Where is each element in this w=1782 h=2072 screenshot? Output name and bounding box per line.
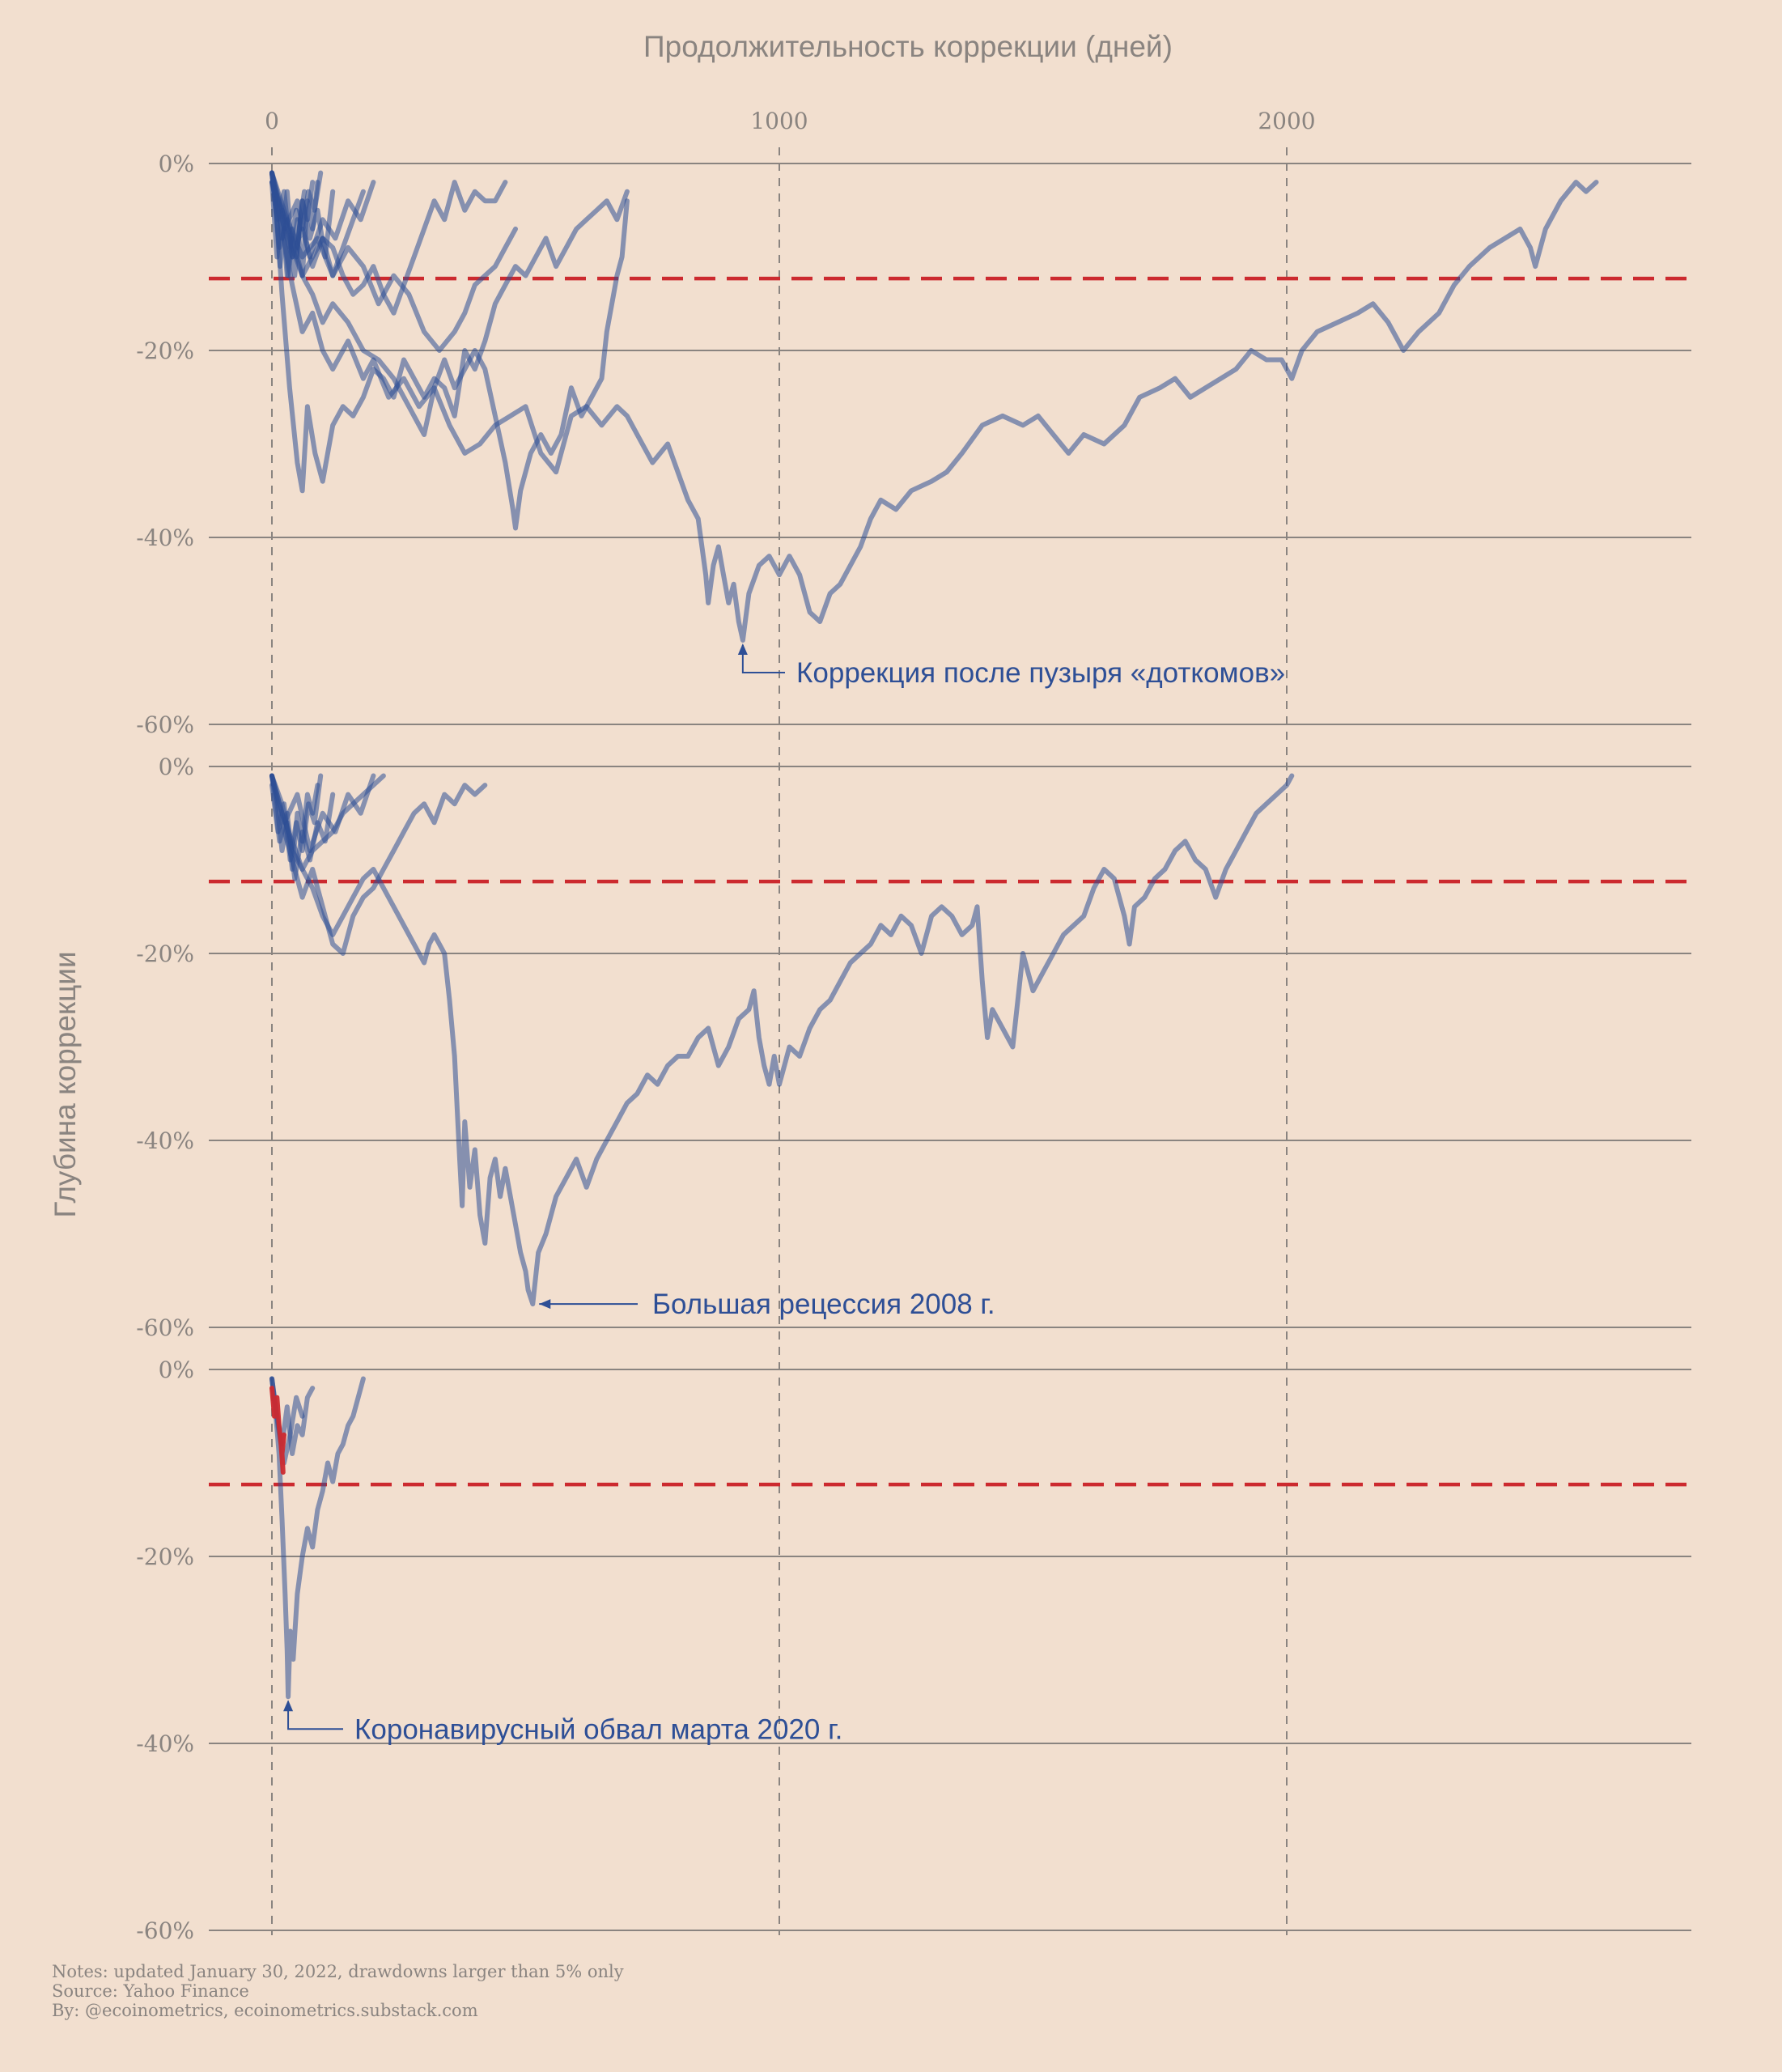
x-axis-ticks: 0 1000 2000 — [265, 108, 1316, 134]
vertical-gridlines — [271, 147, 1288, 1935]
y-tick-label: -40% — [136, 1730, 194, 1757]
x-tick-label: 0 — [265, 108, 279, 134]
y-axis-title: Глубина коррекции — [49, 951, 82, 1217]
y-tick-label: 0% — [159, 754, 194, 780]
source-line: Source: Yahoo Finance — [52, 1981, 249, 2001]
y-tick-label: -60% — [136, 1314, 194, 1341]
y-tick-label: -40% — [136, 524, 194, 551]
drawdown-line-covid — [269, 1376, 366, 1700]
panels: 0% -20% -40% -60% Коррекция после пузыря «до… — [136, 151, 1691, 1944]
x-tick-label: 1000 — [750, 108, 808, 134]
panel-2: 0% -20% -40% -60% Большая рецессия 2008 г. — [136, 754, 1691, 1341]
drawdown-line-dotcom — [269, 180, 1599, 643]
annotation-label: Коррекция после пузыря «доткомов» — [796, 657, 1285, 689]
annotation-label: Большая рецессия 2008 г. — [652, 1289, 995, 1320]
annotation-label: Коронавирусный обвал марта 2020 г. — [354, 1713, 842, 1745]
drawdown-line-d2 — [269, 170, 630, 494]
y-tick-label: 0% — [159, 1357, 194, 1383]
y-tick-label: 0% — [159, 151, 194, 177]
x-tick-label: 2000 — [1258, 108, 1315, 134]
credit-line: By: @ecoinometrics, ecoinometrics.substa… — [52, 2001, 478, 2020]
y-tick-label: -20% — [136, 338, 194, 364]
annotation-leader — [741, 645, 785, 674]
y-tick-label: -40% — [136, 1127, 194, 1154]
y-tick-label: -60% — [136, 711, 194, 738]
chart-notes: Notes: updated January 30, 2022, drawdow… — [52, 1962, 624, 2020]
y-tick-label: -20% — [136, 1543, 194, 1570]
drawdown-line-gfc — [269, 773, 1295, 1307]
x-axis-title: Продолжительность коррекции (дней) — [643, 30, 1173, 63]
annotation-leader — [287, 1701, 343, 1730]
drawdown-line-d12 — [269, 170, 308, 278]
panel-1: 0% -20% -40% -60% Коррекция после пузыря «до… — [136, 151, 1691, 738]
drawdown-line-g6 — [269, 773, 324, 863]
drawdown-line-g2 — [269, 773, 488, 956]
y-tick-label: -20% — [136, 940, 194, 967]
drawdown-line-g7 — [269, 773, 376, 853]
current-drawdown-line — [269, 1386, 286, 1475]
notes-line: Notes: updated January 30, 2022, drawdow… — [52, 1962, 624, 1981]
drawdown-line-d3 — [269, 180, 630, 531]
drawdown-line-d11 — [269, 170, 376, 260]
y-tick-label: -60% — [136, 1917, 194, 1944]
panel-3: 0% -20% -40% -60% Коронавирусный обвал марта… — [136, 1357, 1691, 1944]
